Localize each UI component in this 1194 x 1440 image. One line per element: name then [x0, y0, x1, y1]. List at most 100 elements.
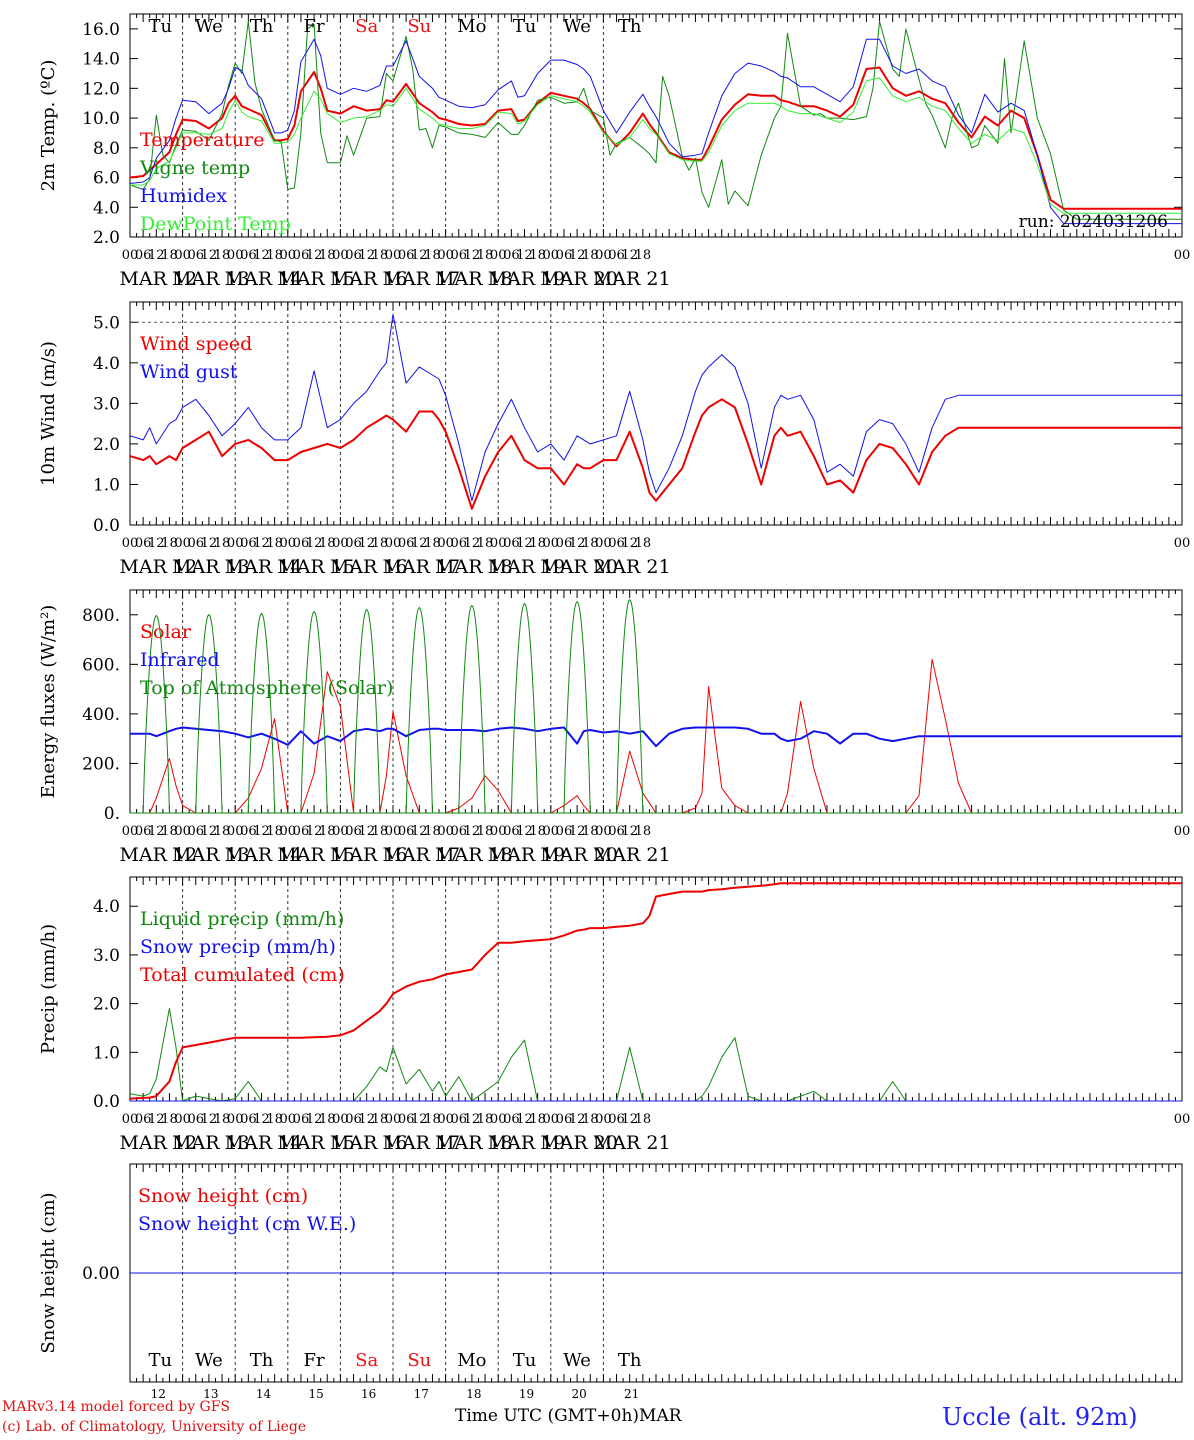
hour-tick-label: 18: [477, 536, 494, 551]
hour-tick-label: 12: [358, 1112, 375, 1127]
date-label: MAR 21: [593, 268, 671, 290]
legend-liquid-precip-mm-h-: Liquid precip (mm/h): [140, 908, 344, 930]
hour-tick-label: 00: [543, 1112, 560, 1127]
y-tick-label: 0.0: [93, 516, 120, 536]
date-label: MAR 20: [540, 1132, 618, 1154]
hour-tick-label: 00: [227, 824, 244, 839]
hour-tick-label: 06: [556, 536, 573, 551]
series-line-wind-gust: [129, 313, 1182, 502]
hour-tick-label: 18: [477, 824, 494, 839]
legend-temperature: Temperature: [140, 129, 264, 151]
credit-lab: (c) Lab. of Climatology, University of L…: [2, 1419, 307, 1435]
series-line-total-cumulated-cm-: [129, 882, 1182, 1100]
hour-tick-label: 06: [450, 536, 467, 551]
hour-tick-label: 00: [174, 536, 191, 551]
hour-tick-label: 06: [556, 1112, 573, 1127]
weekday-label: Mo: [457, 1350, 486, 1371]
date-label: MAR 12: [119, 556, 197, 578]
hour-tick-label: 06: [398, 1112, 415, 1127]
hour-tick-label: 06: [240, 536, 257, 551]
date-label: MAR 16: [330, 268, 408, 290]
y-tick-label: 8.0: [93, 139, 120, 159]
day-number-label: 16: [361, 1387, 376, 1401]
date-label: MAR 20: [540, 556, 618, 578]
hour-tick-label: 00: [490, 248, 507, 263]
hour-tick-label: 12: [306, 248, 323, 263]
hour-tick-label: 00: [332, 536, 349, 551]
weekday-label: Th: [250, 16, 274, 37]
hour-tick-label: 00: [595, 824, 612, 839]
hour-tick-label: 12: [621, 536, 638, 551]
hour-tick-label: 06: [345, 248, 362, 263]
series-line-top-of-atmosphere-solar-: [405, 606, 433, 814]
legend-humidex: Humidex: [140, 185, 227, 207]
hour-tick-label: 00: [332, 248, 349, 263]
hour-tick-label: 12: [253, 1112, 270, 1127]
y-tick-label: 6.0: [93, 169, 120, 189]
hour-tick-label: 12: [306, 1112, 323, 1127]
hour-tick-label: 00: [280, 536, 297, 551]
hour-tick-label: 18: [372, 1112, 389, 1127]
date-label: MAR 12: [119, 1132, 197, 1154]
time-axis-title: Time UTC (GMT+0h)MAR: [455, 1406, 682, 1426]
legend-infrared: Infrared: [140, 649, 220, 671]
hour-tick-label: 06: [345, 536, 362, 551]
hour-tick-label: 18: [266, 1112, 283, 1127]
legend-snow-height-cm-w-e-: Snow height (cm W.E.): [138, 1213, 356, 1235]
hour-tick-label: 00: [595, 248, 612, 263]
hour-tick-label: 12: [516, 1112, 533, 1127]
date-label: MAR 21: [593, 1132, 671, 1154]
series-line-vigne-temp: [129, 20, 1182, 220]
y-axis-label: Precip (mm/h): [38, 924, 59, 1054]
panel-frame: [129, 13, 1183, 238]
series-line-top-of-atmosphere-solar-: [247, 612, 276, 814]
y-tick-label: 12.0: [82, 79, 120, 99]
hour-tick-label: 18: [635, 536, 652, 551]
date-label: MAR 18: [435, 268, 513, 290]
weekday-label: Sa: [355, 1350, 378, 1371]
series-line-top-of-atmosphere-solar-: [510, 602, 539, 814]
hour-tick-label: 18: [372, 248, 389, 263]
date-label: MAR 18: [435, 1132, 513, 1154]
hour-tick-label: 18: [582, 536, 599, 551]
hour-tick-label: 06: [398, 536, 415, 551]
hour-tick-label: 18: [266, 536, 283, 551]
date-label: MAR 15: [277, 268, 355, 290]
weekday-label: Th: [250, 1350, 274, 1371]
y-tick-label: 0.: [104, 804, 120, 824]
y-tick-label: 3.0: [93, 946, 120, 966]
hour-tick-label: 00: [122, 824, 139, 839]
hour-tick-label: 00: [490, 536, 507, 551]
date-label: MAR 17: [382, 268, 460, 290]
hour-tick-label: 00: [227, 1112, 244, 1127]
hour-tick-label: 12: [148, 536, 165, 551]
hour-tick-label: 18: [635, 1112, 652, 1127]
day-number-label: 14: [256, 1387, 272, 1401]
hour-tick-label: 06: [293, 824, 310, 839]
hour-tick-label: 06: [450, 248, 467, 263]
hour-tick-label: 18: [214, 1112, 231, 1127]
y-tick-label: 2.0: [93, 228, 120, 248]
hour-tick-label: 00: [385, 536, 402, 551]
legend-wind-gust: Wind gust: [140, 361, 238, 383]
weekday-label: Su: [407, 1350, 431, 1371]
weekday-label: We: [195, 16, 223, 37]
hour-tick-label: 00: [437, 824, 454, 839]
hour-tick-label: 00: [490, 1112, 507, 1127]
date-label: MAR 14: [225, 268, 303, 290]
hour-tick-label: 12: [201, 824, 218, 839]
y-axis-label: 10m Wind (m/s): [38, 341, 59, 486]
hour-tick-label: 06: [503, 824, 520, 839]
hour-tick-label: 18: [372, 536, 389, 551]
hour-tick-label: 00: [1174, 536, 1191, 551]
hour-tick-label: 12: [569, 1112, 586, 1127]
hour-tick-label: 00: [1174, 1112, 1191, 1127]
date-label: MAR 13: [172, 844, 250, 866]
series-line-dewpoint-temp: [130, 77, 1182, 214]
hour-tick-label: 00: [490, 824, 507, 839]
hour-tick-label: 12: [148, 824, 165, 839]
hour-tick-label: 06: [293, 248, 310, 263]
hour-tick-label: 00: [174, 248, 191, 263]
hour-tick-label: 18: [529, 824, 546, 839]
y-tick-label: 600.: [82, 655, 120, 675]
